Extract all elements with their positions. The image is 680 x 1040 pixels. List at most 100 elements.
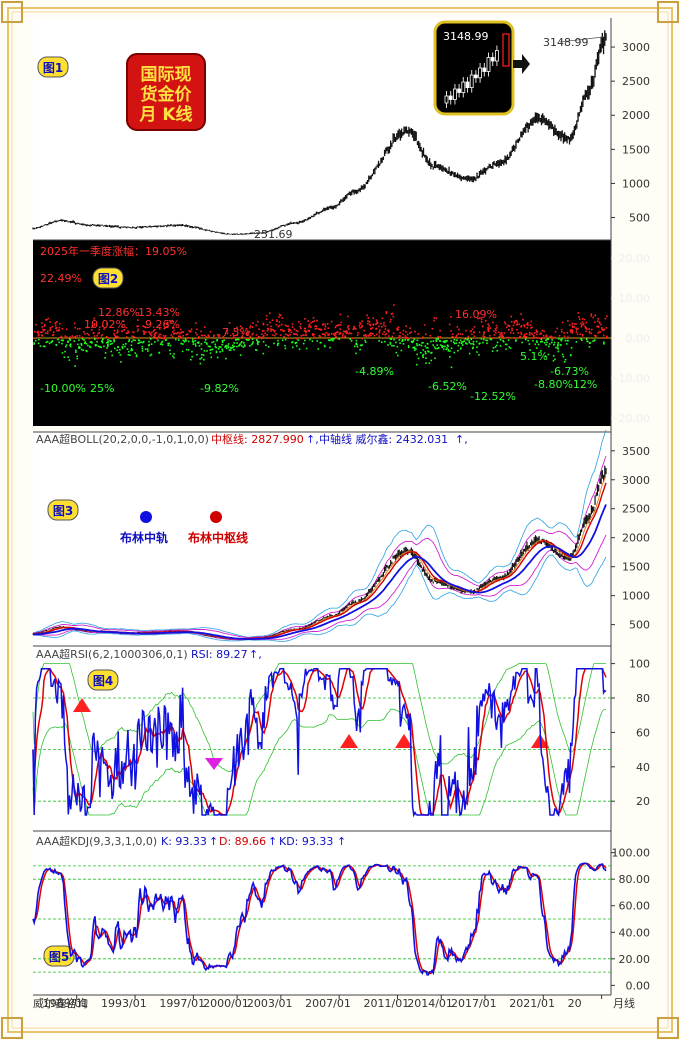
gain-dot [217,335,220,337]
loss-dot [113,347,116,350]
loss-dot [402,343,405,345]
loss-dot [228,349,231,351]
loss-dot [217,348,220,350]
loss-dot [378,339,380,342]
gain-dot [499,333,501,336]
inset-candle [494,50,499,62]
loss-dot [389,341,392,344]
inset-candle [482,67,487,72]
loss-dot [524,338,527,341]
loss-dot [147,350,149,352]
gain-dot [451,335,454,338]
x-tick-label: 1993/01 [101,997,147,1010]
loss-dot [472,343,475,346]
gain-dot [344,330,346,333]
gain-dot [492,321,494,324]
gain-dot [588,330,591,333]
boll-legend: 布林中轨 布林中枢线 [120,511,248,545]
loss-dot [480,338,483,340]
gain-dot [270,328,273,331]
loss-dot [144,348,147,350]
gain-dot [270,325,272,328]
loss-dot [466,343,468,345]
gain-dot [173,327,175,329]
gain-dot [312,316,315,319]
loss-dot [183,341,186,343]
gain-dot [93,335,96,337]
gain-dot [375,333,378,336]
loss-dot [89,341,92,344]
gain-dot [482,325,484,328]
gain-dot [577,312,580,314]
last-price-leader [559,36,605,43]
gain-dot [282,330,285,332]
gain-dot [41,331,43,334]
gain-dot [543,330,545,333]
loss-dot [215,351,218,354]
gain-dot [482,335,484,337]
gain-dot [65,328,68,331]
gain-dot [573,323,576,325]
gain-dot [86,332,89,335]
loss-dot [128,339,131,341]
loss-dot [79,346,81,349]
loss-dot [540,341,542,343]
loss-dot [243,344,246,346]
gain-dot [423,324,426,326]
loss-dot [446,344,449,347]
gain-dot [155,332,158,334]
panel5-header: AAA超KDJ(9,3,3,1,0,0) K: 93.33 ↑ D: 89.66… [36,834,346,848]
gain-dot [281,328,283,331]
loss-dot [231,344,234,347]
loss-dot [171,355,174,357]
loss-dot [302,342,305,345]
loss-dot [425,362,427,364]
gain-dot [159,336,162,339]
gain-dot [196,333,198,336]
loss-dot [107,339,109,341]
gain-dot [359,326,361,329]
gain-dot [356,334,359,336]
gain-dot [148,336,151,339]
gain-dot [341,336,344,339]
gain-dot [424,333,427,336]
loss-dot [422,349,425,351]
gain-dot [513,336,515,339]
loss-dot [557,347,559,350]
gain-dot [580,325,583,328]
x-tick-label: 1989/01 [43,997,89,1010]
loss-dot [563,361,566,363]
gain-dot [261,330,264,332]
x-tick-label: 2011/01 [364,997,410,1010]
rsi-signal-marker [73,698,91,712]
gain-dot [391,335,394,338]
y-tick-label: 2500 [622,503,650,516]
gain-dot [495,324,498,327]
gain-dot [520,326,522,328]
gain-dot [483,335,486,338]
gain-dot [249,335,252,338]
y-tick-label: 500 [629,212,650,225]
loss-dot [540,350,542,352]
loss-dot [416,339,419,342]
gain-dot [153,328,156,331]
gain-dot [535,330,538,333]
gain-dot [78,335,81,337]
gain-dot [526,322,529,324]
gain-dot [330,332,333,335]
gain-dot [516,329,518,331]
loss-dot [333,338,335,340]
loss-dot [227,343,230,345]
gain-dot [327,327,330,329]
gain-dot [46,318,48,321]
loss-dot [146,348,149,350]
gain-dot [272,329,275,331]
gain-dot [514,337,516,339]
loss-dot [440,344,442,346]
loss-dot [551,339,553,341]
gain-dot [266,327,269,330]
gain-dot [370,327,372,330]
y-tick-label: 1000 [622,177,650,190]
gain-dot [198,335,200,338]
